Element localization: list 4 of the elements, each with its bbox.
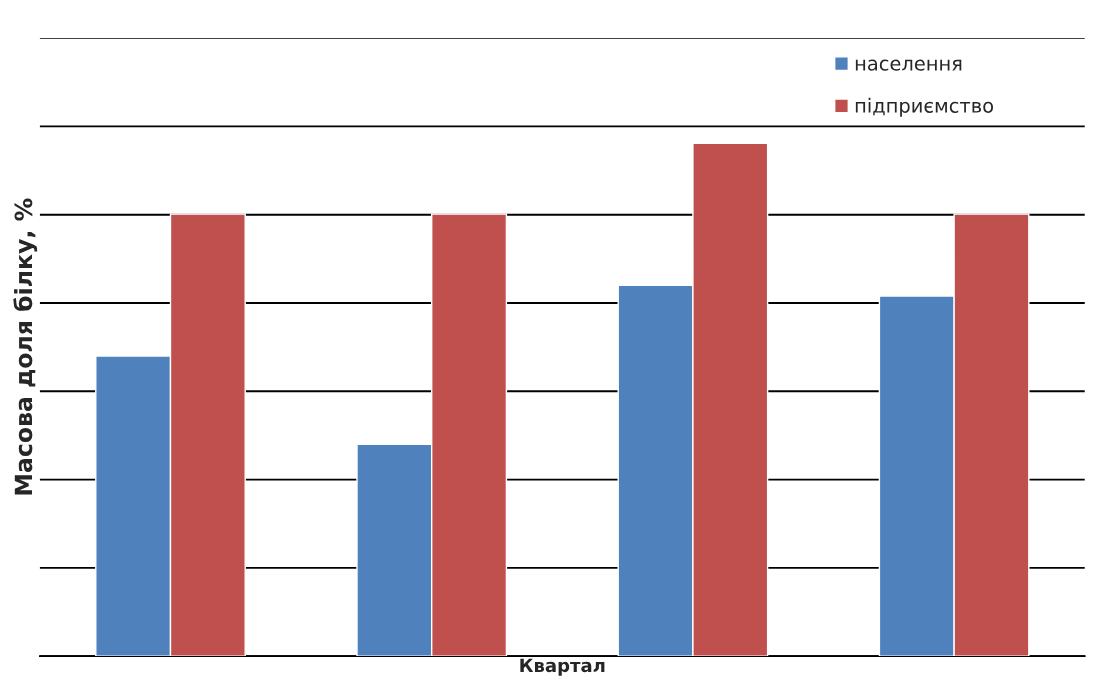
legend-label: підприємство xyxy=(855,97,994,117)
x-axis-title: Квартал xyxy=(520,658,605,676)
y-axis-title: Масова доля білку, % xyxy=(13,198,38,495)
legend-label: населення xyxy=(855,59,962,71)
